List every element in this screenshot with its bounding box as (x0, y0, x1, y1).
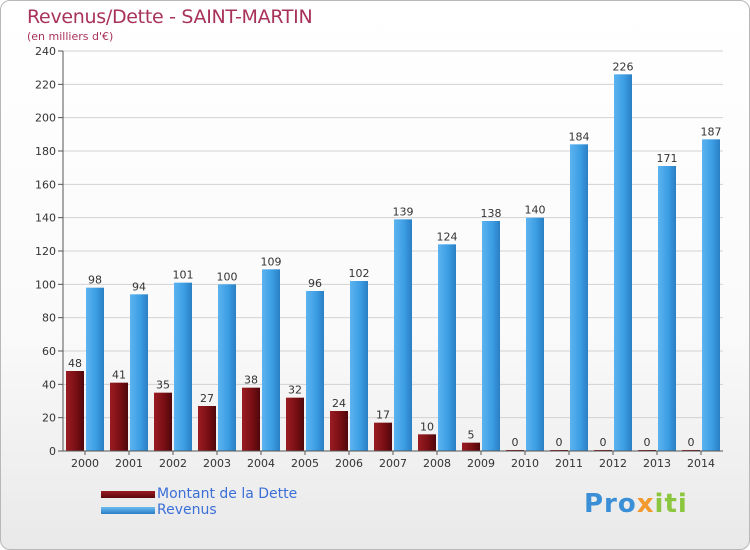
revenus-data-label: 226 (613, 60, 634, 73)
revenus-data-label: 124 (437, 230, 458, 243)
revenus-data-label: 109 (261, 255, 282, 268)
dette-data-label: 5 (468, 429, 475, 442)
dette-data-label: 41 (112, 369, 126, 382)
revenus-bar (526, 217, 544, 451)
revenus-bar (570, 144, 588, 452)
y-tick-label: 180 (35, 145, 56, 158)
dette-data-label: 17 (376, 409, 390, 422)
x-tick-label: 2012 (599, 457, 627, 470)
dette-data-label: 32 (288, 384, 302, 397)
revenus-data-label: 96 (308, 277, 322, 290)
x-tick-label: 2011 (555, 457, 583, 470)
dette-data-label: 27 (200, 392, 214, 405)
revenus-bar (658, 166, 676, 451)
revenus-bar (394, 219, 412, 451)
y-tick-label: 80 (42, 312, 56, 325)
legend-swatch-revenus (101, 507, 155, 514)
revenus-bar (482, 221, 500, 451)
revenus-data-label: 187 (701, 125, 722, 138)
y-tick-label: 240 (35, 45, 56, 58)
revenus-data-label: 101 (173, 269, 194, 282)
revenus-bar (350, 281, 368, 451)
y-tick-label: 40 (42, 378, 56, 391)
revenus-bar (174, 282, 192, 451)
dette-data-label: 0 (512, 436, 519, 449)
x-tick-label: 2001 (115, 457, 143, 470)
revenus-bar (218, 284, 236, 451)
revenus-data-label: 98 (88, 274, 102, 287)
y-tick-label: 100 (35, 278, 56, 291)
chart-subtitle: (en milliers d'€) (27, 30, 114, 43)
revenus-data-label: 100 (217, 270, 238, 283)
dette-bar (242, 387, 260, 451)
x-tick-label: 2000 (71, 457, 99, 470)
dette-data-label: 0 (688, 436, 695, 449)
dette-data-label: 0 (644, 436, 651, 449)
x-tick-label: 2005 (291, 457, 319, 470)
chart-title: Revenus/Dette - SAINT-MARTIN (27, 6, 313, 28)
revenus-bar (614, 74, 632, 451)
x-tick-label: 2002 (159, 457, 187, 470)
proxiti-logo: Proxiti (584, 489, 688, 519)
logo-part-1: Pro (584, 489, 637, 519)
y-tick-label: 200 (35, 112, 56, 125)
y-tick-label: 120 (35, 245, 56, 258)
y-tick-label: 220 (35, 78, 56, 91)
revenus-data-label: 94 (132, 280, 146, 293)
legend-label-dette: Montant de la Dette (157, 486, 298, 502)
dette-data-label: 10 (420, 420, 434, 433)
revenus-bar (438, 244, 456, 451)
dette-data-label: 35 (156, 379, 170, 392)
logo-part-2: x (636, 489, 655, 519)
bar-chart: 48 98 41 94 35 101 27 100 38 109 32 96 24 102 17 139 10 1… (35, 45, 723, 470)
dette-data-label: 24 (332, 397, 346, 410)
y-tick-label: 160 (35, 178, 56, 191)
revenus-data-label: 184 (569, 130, 590, 143)
revenus-data-label: 139 (393, 205, 414, 218)
dette-data-label: 48 (68, 357, 82, 370)
logo-part-3: iti (654, 489, 688, 519)
x-tick-label: 2008 (423, 457, 451, 470)
dette-data-label: 0 (600, 436, 607, 449)
dette-bar (110, 382, 128, 451)
x-tick-label: 2003 (203, 457, 231, 470)
dette-bar (154, 392, 172, 451)
revenus-data-label: 138 (481, 207, 502, 220)
dette-bar (330, 411, 348, 451)
x-tick-label: 2007 (379, 457, 407, 470)
x-tick-label: 2009 (467, 457, 495, 470)
dette-bar (418, 434, 436, 451)
y-tick-label: 140 (35, 212, 56, 225)
revenus-bar (306, 291, 324, 451)
y-tick-label: 20 (42, 412, 56, 425)
dette-bar (462, 442, 480, 451)
dette-bar (374, 422, 392, 451)
revenus-data-label: 140 (525, 204, 546, 217)
x-tick-label: 2010 (511, 457, 539, 470)
dette-bar (198, 406, 216, 451)
x-tick-label: 2004 (247, 457, 275, 470)
dette-bar (286, 397, 304, 451)
x-tick-label: 2013 (643, 457, 671, 470)
legend-swatch-dette (101, 491, 155, 498)
dette-data-label: 0 (556, 436, 563, 449)
dette-data-label: 38 (244, 374, 258, 387)
x-tick-label: 2014 (687, 457, 715, 470)
revenus-bar (86, 287, 104, 451)
revenus-data-label: 171 (657, 152, 678, 165)
y-tick-label: 0 (49, 445, 56, 458)
y-tick-label: 60 (42, 345, 56, 358)
legend-label-revenus: Revenus (157, 502, 217, 518)
x-tick-label: 2006 (335, 457, 363, 470)
revenus-bar (130, 294, 148, 451)
revenus-bar (702, 139, 720, 452)
revenus-data-label: 102 (349, 267, 370, 280)
dette-bar (66, 371, 84, 451)
revenus-bar (262, 269, 280, 451)
